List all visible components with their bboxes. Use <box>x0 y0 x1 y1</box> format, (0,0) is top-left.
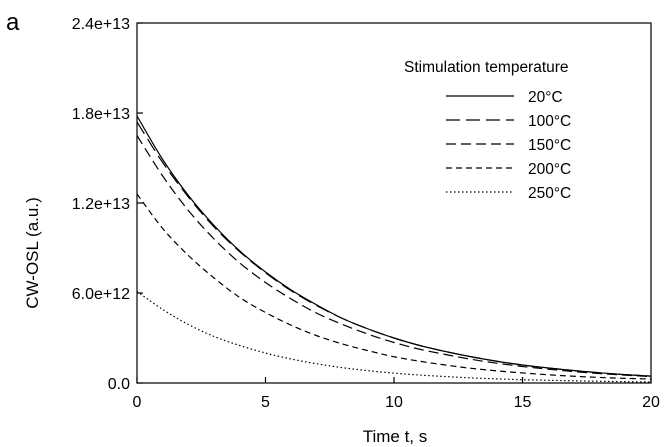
y-tick-label: 6.0e+12 <box>72 286 130 303</box>
plot-frame <box>136 22 652 384</box>
legend-label: 250°C <box>528 185 571 202</box>
legend: Stimulation temperature 20°C 100°C 150°C 20… <box>404 59 571 202</box>
legend-label: 100°C <box>528 113 571 130</box>
x-axis-label: Time t, s <box>363 427 428 446</box>
series-line-200Cc <box>136 193 652 380</box>
x-tick-label: 0 <box>133 394 142 411</box>
panel-letter: a <box>6 9 20 36</box>
series-line-150Cc <box>136 135 652 378</box>
x-axis: 0 5 10 15 20 <box>133 377 660 411</box>
legend-title: Stimulation temperature <box>404 59 569 76</box>
y-tick-label: 1.2e+13 <box>72 196 130 213</box>
series-line-100Cc <box>136 121 652 377</box>
y-axis-label: CW-OSL (a.u.) <box>23 197 42 308</box>
y-tick-label: 2.4e+13 <box>72 16 130 33</box>
y-tick-label: 0.0 <box>108 376 130 393</box>
series-lines <box>136 115 652 383</box>
x-tick-label: 5 <box>261 394 270 411</box>
y-tick-label: 1.8e+13 <box>72 106 130 123</box>
legend-label: 150°C <box>528 137 571 154</box>
series-line-250Cc <box>136 291 652 383</box>
x-tick-label: 20 <box>642 394 660 411</box>
y-axis: 0.0 6.0e+12 1.2e+13 1.8e+13 2.4e+13 <box>72 16 143 393</box>
series-line-20Cc <box>136 115 652 377</box>
legend-label: 20°C <box>528 89 563 106</box>
legend-label: 200°C <box>528 161 571 178</box>
x-tick-label: 15 <box>514 394 532 411</box>
x-tick-label: 10 <box>385 394 403 411</box>
plot-area-border <box>136 22 652 384</box>
